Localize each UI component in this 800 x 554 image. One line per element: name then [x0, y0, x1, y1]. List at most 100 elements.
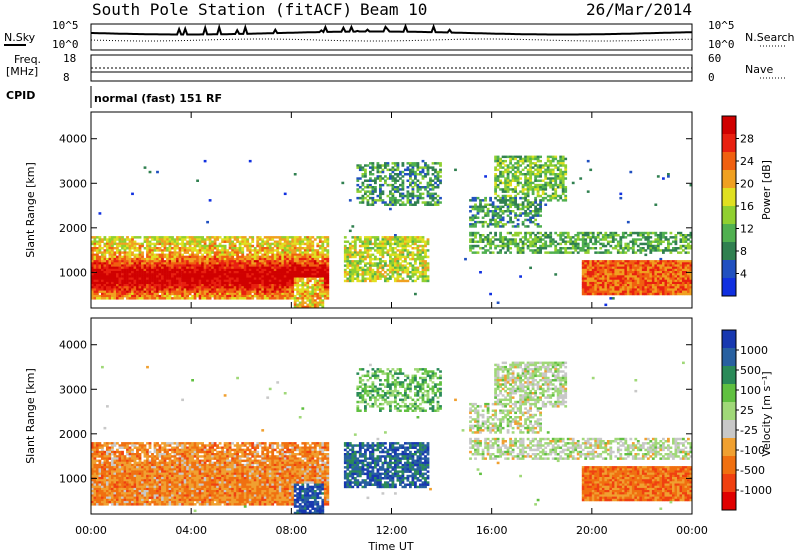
- power-cell: [98, 266, 102, 270]
- power-cell: [394, 173, 397, 176]
- power-cell: [389, 262, 392, 265]
- power-cell: [248, 277, 252, 280]
- power-cell: [178, 271, 182, 274]
- power-cell: [158, 238, 162, 241]
- power-cell: [636, 234, 640, 237]
- power-cell: [391, 183, 395, 187]
- power-cell: [221, 264, 224, 267]
- power-cell: [374, 238, 377, 241]
- power-cell: [343, 264, 347, 267]
- power-cell: [549, 164, 553, 167]
- power-cell: [116, 251, 119, 254]
- power-cell: [218, 260, 222, 263]
- power-cell: [439, 168, 442, 172]
- power-cell: [161, 255, 164, 259]
- power-cell: [631, 277, 635, 280]
- power-cell: [609, 273, 613, 276]
- power-cell: [374, 249, 377, 252]
- power-cell: [203, 281, 207, 285]
- power-cell: [221, 273, 224, 276]
- power-cell: [366, 183, 370, 187]
- power-cell: [168, 284, 172, 287]
- power-cell: [98, 236, 102, 239]
- power-cell: [206, 262, 209, 265]
- power-cell: [609, 268, 613, 272]
- power-cell: [379, 260, 382, 263]
- power-cell: [183, 238, 187, 241]
- power-cell: [136, 257, 139, 261]
- power-cell: [243, 268, 247, 272]
- power-cell: [308, 290, 312, 294]
- power-cell: [611, 277, 615, 280]
- power-cell: [213, 294, 217, 298]
- power-cell: [98, 297, 102, 300]
- power-cell: [101, 255, 104, 259]
- power-cell: [531, 186, 535, 189]
- power-cell: [394, 177, 397, 180]
- power-cell: [379, 266, 382, 270]
- power-cell: [251, 294, 255, 298]
- power-cell: [236, 266, 239, 270]
- power-cell: [499, 225, 502, 228]
- power-cell: [96, 268, 99, 272]
- power-cell: [273, 240, 277, 243]
- power-cell: [569, 240, 573, 243]
- power-cell: [188, 247, 192, 250]
- power-cell: [399, 240, 402, 243]
- power-cell: [153, 262, 157, 265]
- power-cell: [121, 292, 124, 296]
- power-cell: [243, 292, 247, 296]
- power-cell: [208, 275, 212, 278]
- power-cell: [131, 262, 134, 265]
- power-cell: [386, 177, 390, 180]
- power-cell: [158, 275, 162, 278]
- power-cell: [369, 266, 372, 270]
- power-cell: [286, 279, 290, 283]
- power-cell: [369, 271, 372, 274]
- power-cell: [91, 297, 94, 300]
- power-cell: [286, 286, 290, 289]
- power-cell: [111, 247, 114, 250]
- power-cell: [586, 244, 590, 248]
- power-cell: [198, 275, 202, 278]
- power-cell: [536, 155, 540, 159]
- power-cell: [201, 249, 204, 252]
- power-cell: [188, 286, 192, 289]
- power-cell: [263, 290, 267, 294]
- power-cell: [248, 247, 252, 250]
- power-cell: [306, 238, 310, 241]
- power-cell: [148, 257, 152, 261]
- power-cell: [138, 249, 142, 252]
- power-cell: [346, 255, 350, 259]
- power-cell: [364, 268, 367, 272]
- power-cell: [216, 277, 219, 280]
- power-cell: [198, 281, 202, 285]
- power-cell: [121, 275, 124, 278]
- power-cell: [228, 297, 232, 300]
- power-cell: [526, 181, 530, 185]
- power-cell: [389, 268, 392, 272]
- power-cell: [424, 242, 427, 246]
- power-cell: [561, 181, 565, 185]
- power-cell: [636, 273, 640, 276]
- power-cell: [591, 262, 595, 265]
- power-cell: [361, 175, 365, 178]
- power-cell: [296, 305, 300, 309]
- power-cell: [316, 292, 320, 296]
- power-cell: [148, 251, 152, 254]
- power-cell: [271, 247, 275, 250]
- power-cell: [168, 253, 172, 257]
- power-cell: [348, 244, 352, 248]
- power-cell: [258, 255, 262, 259]
- power-cell: [298, 290, 302, 294]
- power-cell: [389, 240, 392, 243]
- power-cell: [246, 279, 250, 283]
- power-cell: [203, 284, 207, 287]
- power-cell: [231, 275, 234, 278]
- power-cell: [186, 284, 189, 287]
- power-cell: [91, 247, 94, 250]
- power-cell: [283, 249, 287, 252]
- power-cell: [176, 284, 179, 287]
- power-cell: [371, 242, 375, 246]
- power-cell: [611, 247, 615, 250]
